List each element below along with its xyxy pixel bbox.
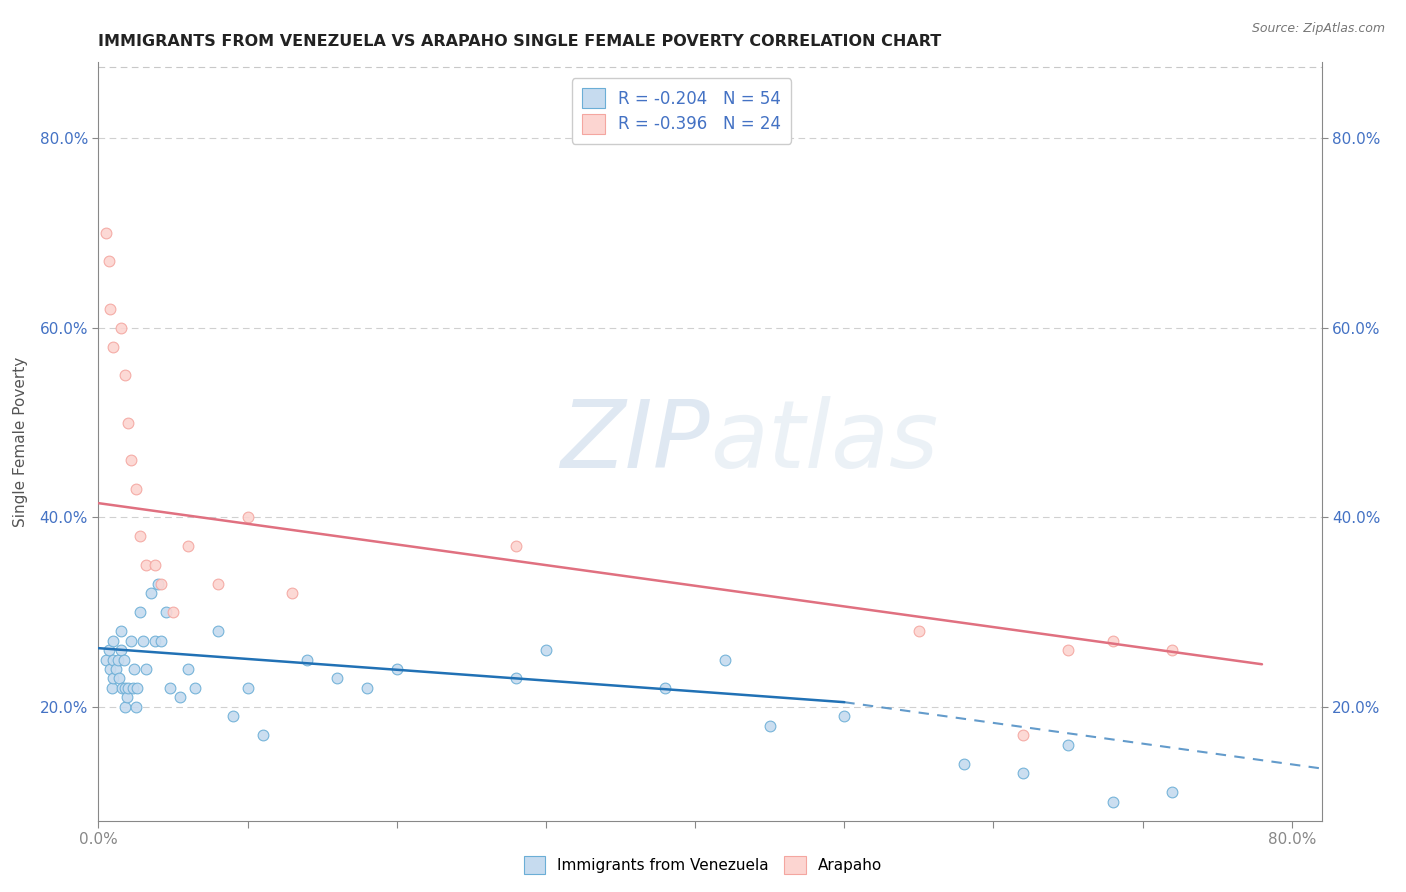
Point xyxy=(98,301,121,316)
Point xyxy=(103,652,125,666)
Point xyxy=(110,624,132,639)
Point xyxy=(105,662,128,676)
Point xyxy=(122,662,145,676)
Point xyxy=(159,681,181,695)
Point xyxy=(1101,795,1123,809)
Legend: Immigrants from Venezuela, Arapaho: Immigrants from Venezuela, Arapaho xyxy=(517,850,889,880)
Point xyxy=(1161,785,1184,799)
Point xyxy=(146,576,169,591)
Point xyxy=(114,699,136,714)
Point xyxy=(169,690,191,705)
Point xyxy=(184,681,207,695)
Point xyxy=(97,643,120,657)
Legend: R = -0.204   N = 54, R = -0.396   N = 24: R = -0.204 N = 54, R = -0.396 N = 24 xyxy=(572,78,792,144)
Point xyxy=(117,416,139,430)
Y-axis label: Single Female Poverty: Single Female Poverty xyxy=(14,357,28,526)
Point xyxy=(908,624,931,639)
Text: atlas: atlas xyxy=(710,396,938,487)
Point xyxy=(135,662,157,676)
Point xyxy=(103,633,125,648)
Point xyxy=(103,672,125,686)
Point xyxy=(505,672,527,686)
Point xyxy=(177,539,200,553)
Point xyxy=(832,709,855,723)
Point xyxy=(1057,738,1080,752)
Point xyxy=(356,681,378,695)
Point xyxy=(111,681,134,695)
Point xyxy=(162,605,184,619)
Text: ZIP: ZIP xyxy=(561,396,710,487)
Point xyxy=(1101,633,1123,648)
Point xyxy=(129,529,152,543)
Point xyxy=(326,672,349,686)
Point xyxy=(385,662,408,676)
Point xyxy=(654,681,676,695)
Point xyxy=(120,453,142,467)
Point xyxy=(120,633,142,648)
Point xyxy=(207,624,229,639)
Point xyxy=(108,672,131,686)
Point xyxy=(94,652,117,666)
Point xyxy=(758,719,780,733)
Point xyxy=(150,633,173,648)
Text: IMMIGRANTS FROM VENEZUELA VS ARAPAHO SINGLE FEMALE POVERTY CORRELATION CHART: IMMIGRANTS FROM VENEZUELA VS ARAPAHO SIN… xyxy=(98,34,942,49)
Point xyxy=(127,681,149,695)
Point xyxy=(252,728,274,742)
Point xyxy=(114,368,136,383)
Point xyxy=(97,254,120,268)
Point xyxy=(1161,643,1184,657)
Point xyxy=(132,633,155,648)
Point xyxy=(125,699,148,714)
Point xyxy=(117,681,139,695)
Point xyxy=(236,681,259,695)
Point xyxy=(115,690,138,705)
Point xyxy=(221,709,243,723)
Point xyxy=(112,652,135,666)
Point xyxy=(94,226,117,240)
Point xyxy=(98,662,121,676)
Point xyxy=(107,652,129,666)
Point xyxy=(1012,728,1035,742)
Point xyxy=(110,643,132,657)
Point xyxy=(297,652,319,666)
Point xyxy=(281,586,304,600)
Point xyxy=(121,681,143,695)
Point xyxy=(125,482,148,496)
Point xyxy=(155,605,177,619)
Point xyxy=(505,539,527,553)
Point xyxy=(952,756,974,771)
Point xyxy=(101,681,124,695)
Point xyxy=(1012,766,1035,780)
Point xyxy=(714,652,737,666)
Point xyxy=(1057,643,1080,657)
Point xyxy=(143,633,166,648)
Point xyxy=(110,321,132,335)
Point xyxy=(143,558,166,572)
Point xyxy=(114,681,136,695)
Point xyxy=(129,605,152,619)
Point xyxy=(177,662,200,676)
Point xyxy=(534,643,557,657)
Point xyxy=(150,576,173,591)
Point xyxy=(207,576,229,591)
Point xyxy=(236,510,259,524)
Point xyxy=(135,558,157,572)
Text: Source: ZipAtlas.com: Source: ZipAtlas.com xyxy=(1251,22,1385,36)
Point xyxy=(103,340,125,354)
Point xyxy=(139,586,162,600)
